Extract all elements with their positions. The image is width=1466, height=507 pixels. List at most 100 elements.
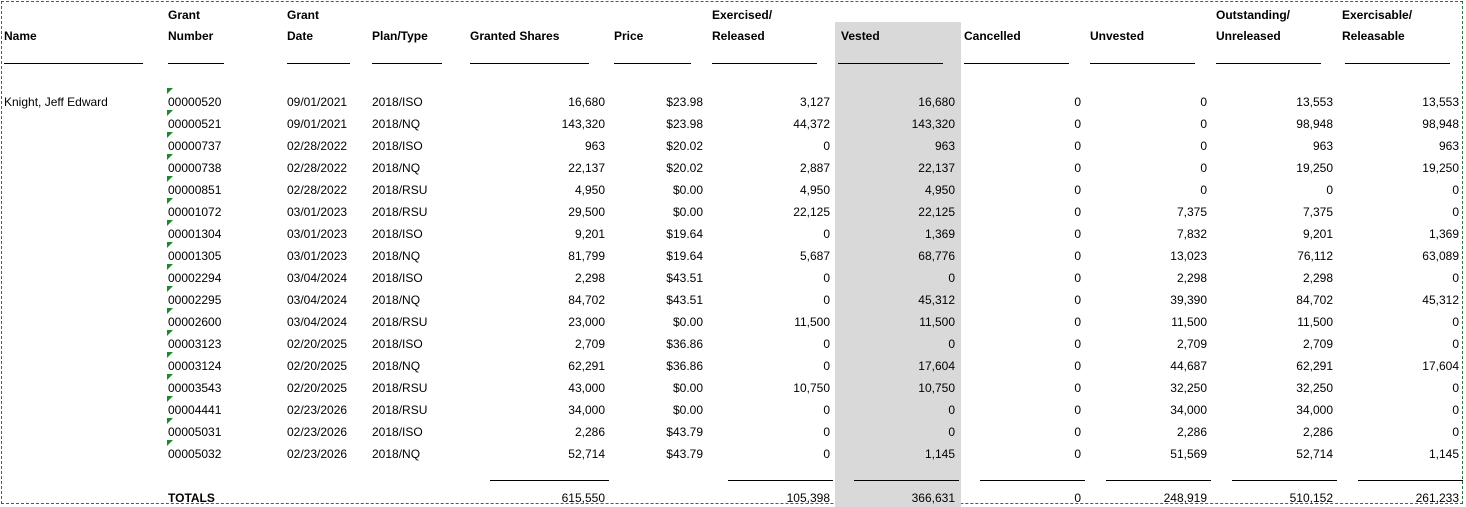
grant-number-cell[interactable]: 00002295 bbox=[168, 293, 222, 307]
price-cell: $43.79 bbox=[666, 425, 703, 439]
granted-shares-cell: 143,320 bbox=[561, 117, 605, 131]
cancelled-cell: 0 bbox=[1074, 227, 1081, 241]
cancelled-cell: 0 bbox=[1074, 95, 1081, 109]
cell-comment-marker bbox=[167, 88, 173, 94]
header-grant-date-line1: Grant bbox=[287, 8, 320, 22]
exercisable-releasable-cell: 0 bbox=[1452, 205, 1459, 219]
price-cell: $20.02 bbox=[666, 139, 703, 153]
cell-comment-marker bbox=[167, 132, 173, 138]
cell-comment-marker bbox=[167, 308, 173, 314]
granted-shares-cell: 81,799 bbox=[568, 249, 605, 263]
granted-shares-cell: 23,000 bbox=[568, 315, 605, 329]
header-underline bbox=[1216, 63, 1321, 64]
vested-cell: 68,776 bbox=[918, 249, 955, 263]
grant-number-cell[interactable]: 00003124 bbox=[168, 359, 222, 373]
outstanding-unreleased-cell: 98,948 bbox=[1296, 117, 1333, 131]
cell-comment-marker bbox=[167, 220, 173, 226]
header-plan-type: Plan/Type bbox=[372, 29, 428, 43]
grant-number-cell[interactable]: 00000737 bbox=[168, 139, 222, 153]
vested-cell: 45,312 bbox=[918, 293, 955, 307]
granted-shares-cell: 4,950 bbox=[574, 183, 605, 197]
cell-comment-marker bbox=[167, 396, 173, 402]
granted-shares-cell: 16,680 bbox=[568, 95, 605, 109]
exercised-released-cell: 0 bbox=[823, 227, 830, 241]
grant-number-cell[interactable]: 00002294 bbox=[168, 271, 222, 285]
outstanding-unreleased-cell: 7,375 bbox=[1302, 205, 1333, 219]
price-cell: $43.51 bbox=[666, 271, 703, 285]
grant-number-cell[interactable]: 00003543 bbox=[168, 381, 222, 395]
grant-number-cell[interactable]: 00005031 bbox=[168, 425, 222, 439]
plan-type-cell: 2018/ISO bbox=[372, 95, 423, 109]
grant-number-cell[interactable]: 00000851 bbox=[168, 183, 222, 197]
total-unvested: 248,919 bbox=[1163, 491, 1207, 505]
outstanding-unreleased-cell: 963 bbox=[1312, 139, 1333, 153]
exercised-released-cell: 0 bbox=[823, 271, 830, 285]
exercised-released-cell: 10,750 bbox=[793, 381, 830, 395]
grant-number-cell[interactable]: 00001304 bbox=[168, 227, 222, 241]
plan-type-cell: 2018/NQ bbox=[372, 249, 421, 263]
grant-number-cell[interactable]: 00001072 bbox=[168, 205, 222, 219]
header-underline bbox=[287, 63, 350, 64]
grant-number-cell[interactable]: 00000520 bbox=[168, 95, 222, 109]
grant-number-cell[interactable]: 00002600 bbox=[168, 315, 222, 329]
exercisable-releasable-cell: 0 bbox=[1452, 381, 1459, 395]
exercisable-releasable-cell: 45,312 bbox=[1422, 293, 1459, 307]
exercisable-releasable-cell: 1,145 bbox=[1428, 447, 1459, 461]
totals-separator bbox=[980, 480, 1085, 481]
outstanding-unreleased-cell: 2,298 bbox=[1302, 271, 1333, 285]
outstanding-unreleased-cell: 13,553 bbox=[1296, 95, 1333, 109]
header-underline bbox=[4, 63, 143, 64]
total-vested: 366,631 bbox=[911, 491, 955, 505]
price-cell: $0.00 bbox=[672, 205, 703, 219]
plan-type-cell: 2018/ISO bbox=[372, 271, 423, 285]
unvested-cell: 34,000 bbox=[1170, 403, 1207, 417]
exercisable-releasable-cell: 63,089 bbox=[1422, 249, 1459, 263]
grant-number-cell[interactable]: 00004441 bbox=[168, 403, 222, 417]
grant-date-cell: 02/23/2026 bbox=[287, 447, 348, 461]
header-underline bbox=[1345, 63, 1450, 64]
vested-cell: 17,604 bbox=[918, 359, 955, 373]
granted-shares-cell: 2,298 bbox=[574, 271, 605, 285]
header-underline bbox=[168, 63, 224, 64]
header-grant-number-line2: Number bbox=[168, 29, 214, 43]
price-cell: $0.00 bbox=[672, 315, 703, 329]
plan-type-cell: 2018/NQ bbox=[372, 447, 421, 461]
grant-date-cell: 02/20/2025 bbox=[287, 381, 348, 395]
vested-cell: 4,950 bbox=[924, 183, 955, 197]
outstanding-unreleased-cell: 19,250 bbox=[1296, 161, 1333, 175]
cell-comment-marker bbox=[167, 110, 173, 116]
unvested-cell: 2,286 bbox=[1176, 425, 1207, 439]
grant-date-cell: 03/04/2024 bbox=[287, 271, 348, 285]
cancelled-cell: 0 bbox=[1074, 425, 1081, 439]
granted-shares-cell: 9,201 bbox=[574, 227, 605, 241]
cancelled-cell: 0 bbox=[1074, 183, 1081, 197]
outstanding-unreleased-cell: 32,250 bbox=[1296, 381, 1333, 395]
plan-type-cell: 2018/NQ bbox=[372, 117, 421, 131]
grant-number-cell[interactable]: 00005032 bbox=[168, 447, 222, 461]
grant-number-cell[interactable]: 00003123 bbox=[168, 337, 222, 351]
plan-type-cell: 2018/RSU bbox=[372, 315, 428, 329]
vested-cell: 22,125 bbox=[918, 205, 955, 219]
grant-number-cell[interactable]: 00001305 bbox=[168, 249, 222, 263]
vested-cell: 0 bbox=[948, 337, 955, 351]
grant-number-cell[interactable]: 00000521 bbox=[168, 117, 222, 131]
header-cancelled: Cancelled bbox=[964, 29, 1021, 43]
exercisable-releasable-cell: 19,250 bbox=[1422, 161, 1459, 175]
vested-cell: 0 bbox=[948, 425, 955, 439]
price-cell: $19.64 bbox=[666, 249, 703, 263]
price-cell: $23.98 bbox=[666, 117, 703, 131]
exercised-released-cell: 0 bbox=[823, 447, 830, 461]
cancelled-cell: 0 bbox=[1074, 337, 1081, 351]
cell-comment-marker bbox=[167, 374, 173, 380]
grant-number-cell[interactable]: 00000738 bbox=[168, 161, 222, 175]
exercised-released-cell: 22,125 bbox=[793, 205, 830, 219]
header-underline bbox=[614, 63, 691, 64]
vested-cell: 1,145 bbox=[924, 447, 955, 461]
granted-shares-cell: 22,137 bbox=[568, 161, 605, 175]
cancelled-cell: 0 bbox=[1074, 249, 1081, 263]
cancelled-cell: 0 bbox=[1074, 447, 1081, 461]
plan-type-cell: 2018/ISO bbox=[372, 227, 423, 241]
plan-type-cell: 2018/RSU bbox=[372, 381, 428, 395]
totals-label: TOTALS bbox=[168, 491, 215, 505]
